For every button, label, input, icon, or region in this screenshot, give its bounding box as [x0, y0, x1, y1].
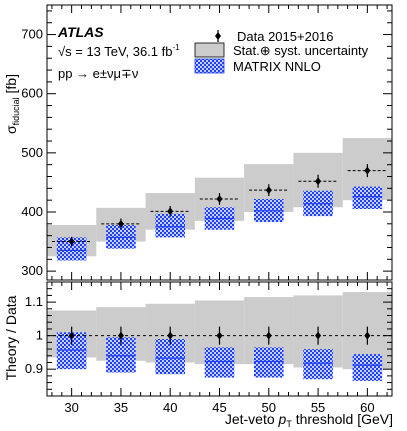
top-matrix-nnlo-box: [155, 213, 185, 238]
top-data-point: [167, 207, 174, 216]
x-axis-label-main: Jet-veto: [225, 411, 279, 427]
top-y-tick-label: 300: [21, 263, 43, 278]
x-tick-label: 55: [311, 400, 325, 415]
x-axis-label-tail: threshold [GeV]: [292, 411, 393, 427]
ratio-matrix-nnlo-box: [204, 347, 235, 378]
ratio-data-point: [265, 331, 272, 340]
x-tick-label: 50: [262, 400, 276, 415]
y-axis-label: σfiducial [fb]: [3, 74, 21, 134]
ratio-matrix-nnlo-box: [155, 339, 185, 375]
ratio-data-point: [68, 331, 75, 340]
top-y-tick-label: 500: [21, 145, 43, 160]
x-tick-label: 45: [212, 400, 226, 415]
ratio-matrix-nnlo-box: [254, 347, 284, 378]
ratio-data-point: [167, 331, 174, 340]
top-data-point: [315, 177, 322, 186]
x-tick-label: 40: [163, 400, 177, 415]
energy-label: √s = 13 TeV, 36.1 fb-1: [58, 43, 180, 59]
top-data-point: [216, 194, 223, 203]
top-matrix-nnlo-box: [352, 186, 383, 210]
x-tick-labels: 30 35 40 45 50 55 60: [64, 400, 374, 415]
top-data-point: [364, 166, 371, 175]
x-tick-label: 30: [64, 400, 78, 415]
top-matrix-nnlo-box: [56, 237, 87, 261]
legend-data-label: Data 2015+2016: [237, 29, 334, 44]
energy-text: √s = 13 TeV, 36.1 fb: [58, 44, 172, 59]
ratio-matrix-nnlo-box: [352, 354, 383, 381]
legend-data-marker: [215, 32, 221, 40]
ratio-y-tick-label: 1.1: [25, 294, 43, 309]
legend: Data 2015+2016 Stat.⊕ syst. uncertainty …: [194, 29, 369, 74]
x-tick-label: 60: [360, 400, 374, 415]
top-y-tick-label: 700: [21, 27, 43, 42]
legend-matrix-swatch: [194, 58, 225, 74]
top-matrix-central-lines: [56, 196, 383, 252]
ratio-matrix-nnlo-box: [303, 349, 333, 380]
process-label: pp → e±νμ∓ν: [58, 66, 138, 81]
legend-uncertainty-entry: Stat.⊕ syst. uncertainty: [194, 42, 369, 58]
top-data-point: [68, 237, 75, 246]
y-axis-label-sub: fiducial: [11, 97, 21, 125]
ratio-axis-ticks: [47, 282, 392, 396]
top-y-tick-label: 600: [21, 86, 43, 101]
top-axis-ticks: [47, 5, 392, 280]
ratio-data-point: [117, 331, 124, 340]
legend-uncertainty-swatch: [194, 42, 225, 58]
y-axis-label-unit: [fb]: [3, 74, 19, 97]
legend-uncertainty-label: Stat.⊕ syst. uncertainty: [233, 43, 369, 58]
y-axis-label-main: σ: [3, 125, 19, 134]
ratio-data-points: [68, 326, 371, 345]
ratio-panel: 0.9 1 1.1 30 35 40 45 50 55 60 Theory / Data Jet…: [3, 281, 393, 429]
ratio-data-point: [216, 331, 223, 340]
x-axis-label-pt: p: [278, 411, 287, 427]
top-y-tick-label: 400: [21, 204, 43, 219]
ratio-y-tick-label: 0.9: [25, 361, 43, 376]
atlas-label: ATLAS: [57, 24, 104, 40]
ratio-data-point: [315, 331, 322, 340]
x-axis-label-sub: T: [286, 419, 292, 429]
top-y-tick-labels: 300 400 500 600 700: [21, 27, 43, 279]
top-data-point: [117, 219, 124, 228]
top-panel: 300 400 500 600 700 σfiducial [fb] ATLAS √s …: [3, 4, 393, 281]
top-data-point: [265, 186, 272, 195]
legend-data-entry: Data 2015+2016: [215, 29, 334, 44]
legend-matrix-label: MATRIX NNLO: [233, 59, 321, 74]
energy-sup: -1: [172, 43, 180, 52]
top-data-dashed-lines: [51, 170, 388, 243]
x-axis-label: Jet-veto pT threshold [GeV]: [225, 411, 393, 429]
ratio-y-axis-label: Theory / Data: [3, 295, 19, 380]
ratio-data-point: [364, 331, 371, 340]
top-data-points: [68, 164, 371, 247]
legend-matrix-entry: MATRIX NNLO: [194, 58, 321, 74]
ratio-y-tick-labels: 0.9 1 1.1: [25, 294, 43, 376]
ratio-y-tick-label: 1: [36, 328, 43, 343]
x-tick-label: 35: [114, 400, 128, 415]
